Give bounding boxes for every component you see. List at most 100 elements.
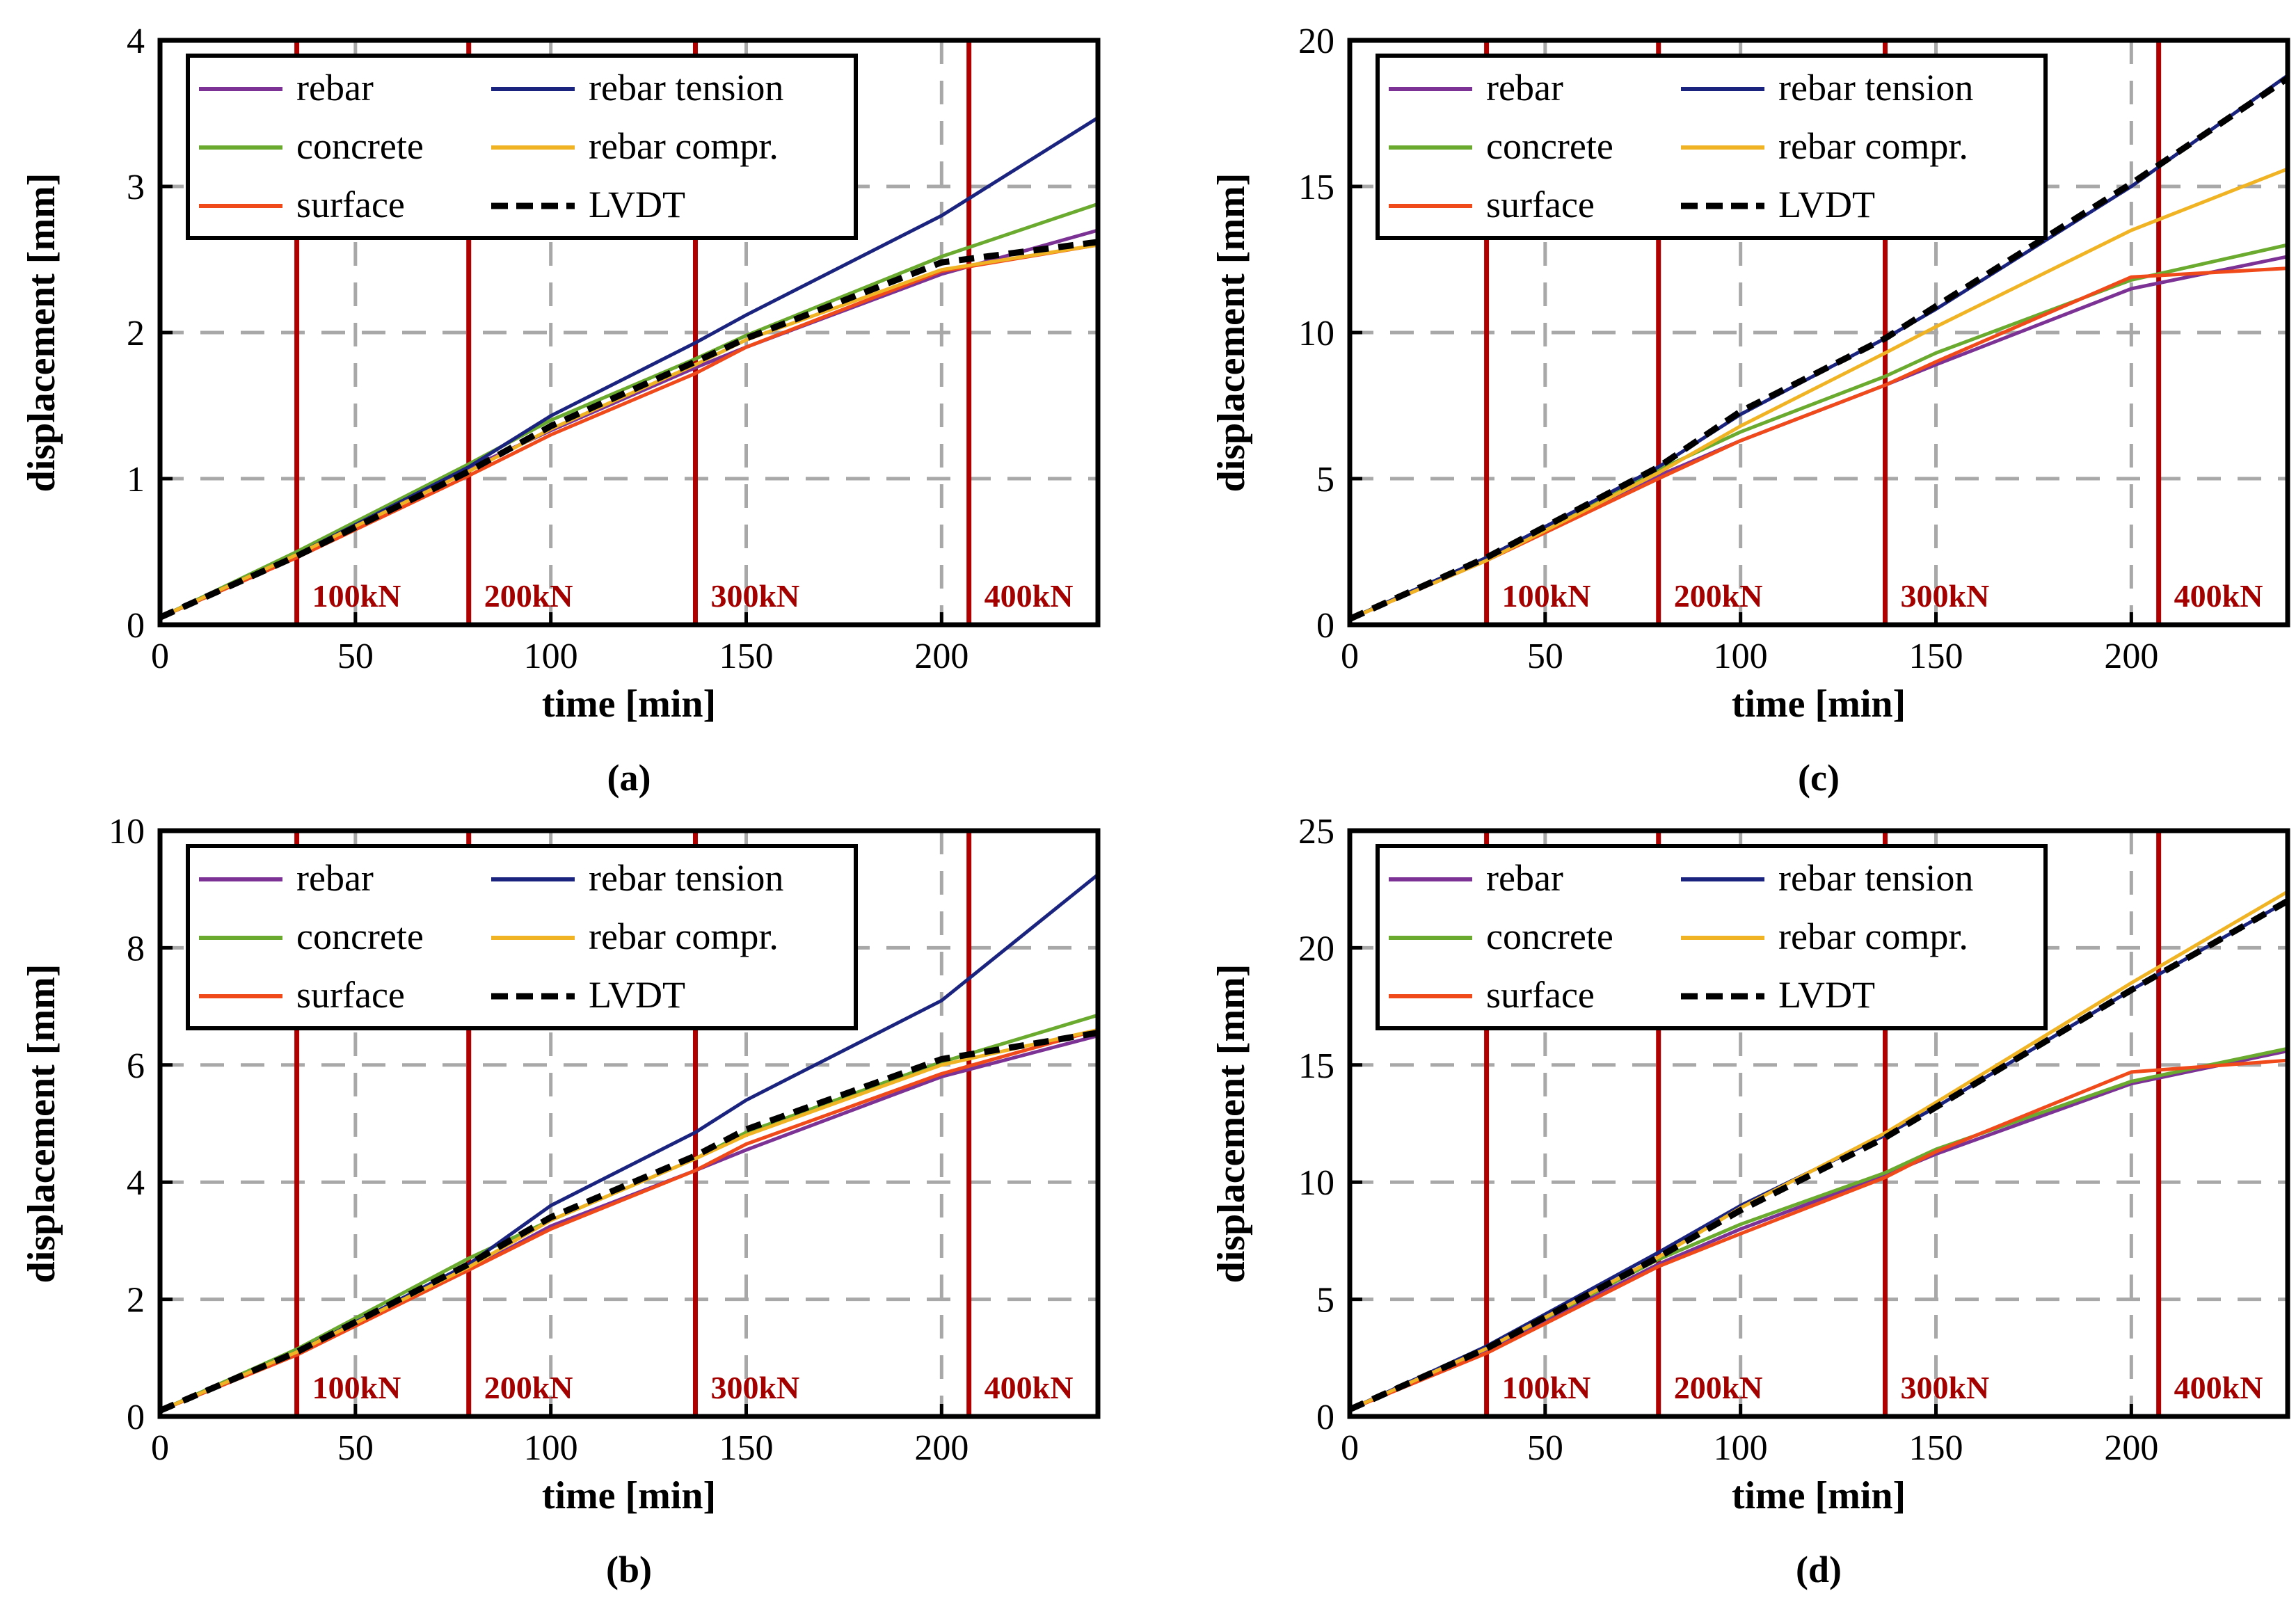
legend-label: LVDT	[1778, 974, 1875, 1016]
y-tick-label: 0	[1316, 1398, 1334, 1437]
x-tick-label: 150	[1909, 1428, 1963, 1468]
load-step-label: 100kN	[1502, 1370, 1591, 1405]
x-tick-label: 50	[337, 637, 374, 676]
series-line-rebar-compr	[159, 243, 1099, 619]
load-step-label: 300kN	[710, 1370, 799, 1405]
y-tick-label: 15	[1298, 168, 1334, 207]
x-tick-label: 200	[2104, 1428, 2158, 1468]
legend-label: rebar compr.	[589, 916, 779, 957]
x-axis-label: time [min]	[542, 1474, 716, 1517]
legend-label: rebar compr.	[1778, 125, 1968, 167]
series-line-concrete	[159, 202, 1099, 619]
panel-label: (d)	[1796, 1549, 1842, 1590]
y-tick-label: 1	[127, 460, 145, 500]
legend-label: rebar	[296, 67, 374, 109]
series-line-LVDT	[159, 239, 1099, 621]
series-line-rebar	[1349, 1049, 2288, 1412]
legend-label: concrete	[296, 125, 424, 167]
y-tick-label: 0	[127, 1398, 145, 1437]
legend: rebar concrete surface rebar tension rebar c…	[186, 844, 858, 1030]
y-tick-label: 10	[1298, 314, 1334, 353]
legend-label: surface	[296, 974, 405, 1016]
y-tick-label: 2	[127, 314, 145, 353]
y-axis-label: displacement [mm]	[1210, 173, 1253, 493]
panel-label: (c)	[1798, 757, 1840, 799]
y-tick-label: 5	[1316, 1281, 1334, 1320]
series-line-LVDT	[1348, 898, 2290, 1413]
load-step-label: 100kN	[1502, 578, 1591, 614]
y-tick-label: 4	[127, 22, 145, 61]
series-line-surface	[1349, 1058, 2288, 1412]
series-line-rebar	[1349, 255, 2288, 621]
panel-d: 100kN 200kN 300kN 400kN rebar concrete surface…	[1210, 812, 2290, 1590]
legend-label: surface	[1486, 184, 1595, 225]
legend-label: LVDT	[1778, 184, 1875, 225]
x-tick-label: 150	[719, 1428, 774, 1468]
y-tick-label: 0	[127, 606, 145, 646]
y-tick-label: 6	[127, 1046, 145, 1086]
legend-label: rebar tension	[589, 67, 783, 109]
y-tick-label: 20	[1298, 22, 1334, 61]
y-tick-label: 3	[127, 168, 145, 207]
load-step-label: 300kN	[710, 578, 799, 614]
y-tick-label: 2	[127, 1281, 145, 1320]
x-tick-label: 100	[1714, 637, 1768, 676]
y-tick-label: 10	[1298, 1163, 1334, 1203]
legend-label: LVDT	[589, 184, 685, 225]
panel-label: (a)	[607, 757, 651, 799]
load-step-label: 200kN	[1674, 578, 1763, 614]
x-axis-label: time [min]	[1732, 1474, 1906, 1517]
y-tick-label: 25	[1298, 812, 1334, 852]
y-tick-label: 5	[1316, 460, 1334, 500]
load-step-label: 100kN	[312, 578, 401, 614]
legend-label: rebar	[1486, 67, 1563, 109]
y-tick-label: 8	[127, 929, 145, 968]
legend-label: concrete	[1486, 916, 1613, 957]
y-axis-label: displacement [mm]	[1210, 964, 1253, 1284]
legend-label: concrete	[296, 916, 424, 957]
legend-label: rebar compr.	[1778, 916, 1968, 957]
y-tick-label: 20	[1298, 929, 1334, 968]
plot-frame	[157, 828, 1101, 1419]
x-tick-label: 50	[1527, 1428, 1563, 1468]
x-tick-label: 200	[2104, 637, 2158, 676]
legend: rebar concrete surface rebar tension rebar c…	[186, 54, 858, 240]
y-tick-label: 10	[109, 812, 145, 852]
load-step-label: 400kN	[984, 578, 1074, 614]
y-axis-label: displacement [mm]	[20, 173, 63, 493]
load-step-label: 100kN	[312, 1370, 401, 1405]
series-line-LVDT	[159, 1030, 1099, 1414]
x-tick-label: 50	[1527, 637, 1563, 676]
legend-label: surface	[296, 184, 405, 225]
legend-label: rebar compr.	[589, 125, 779, 167]
x-axis-label: time [min]	[542, 682, 716, 726]
x-tick-label: 0	[1341, 1428, 1359, 1468]
load-step-label: 300kN	[1900, 1370, 1989, 1405]
legend-label: rebar tension	[589, 857, 783, 899]
x-tick-label: 200	[914, 637, 968, 676]
legend-label: concrete	[1486, 125, 1613, 167]
series-line-concrete	[1348, 243, 2288, 621]
x-tick-label: 100	[1714, 1428, 1768, 1468]
legend-label: LVDT	[589, 974, 685, 1016]
load-step-label: 300kN	[1900, 578, 1989, 614]
x-tick-label: 200	[914, 1428, 968, 1468]
legend-label: rebar tension	[1778, 67, 1973, 109]
y-tick-label: 0	[1316, 606, 1334, 646]
series-line-rebar	[159, 228, 1099, 619]
x-tick-label: 0	[151, 637, 169, 676]
load-step-label: 200kN	[484, 578, 573, 614]
legend: rebar concrete surface rebar tension rebar c…	[1376, 844, 2048, 1030]
load-step-label: 400kN	[2174, 1370, 2263, 1405]
series-line-surface	[1349, 266, 2288, 621]
legend: rebar concrete surface rebar tension rebar c…	[1376, 54, 2048, 240]
load-step-label: 400kN	[2174, 578, 2263, 614]
x-axis-label: time [min]	[1732, 682, 1906, 726]
plot-frame	[1347, 828, 2290, 1419]
load-step-label: 200kN	[484, 1370, 573, 1405]
panel-b: 100kN 200kN 300kN 400kN rebar concrete surface…	[20, 812, 1101, 1590]
y-axis-label: displacement [mm]	[20, 964, 63, 1284]
x-tick-label: 0	[1341, 637, 1359, 676]
x-tick-label: 100	[524, 1428, 578, 1468]
